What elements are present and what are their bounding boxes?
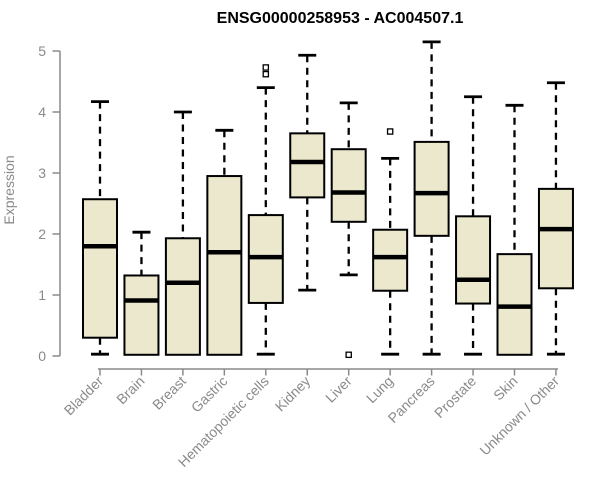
- y-tick-label: 2: [38, 226, 46, 242]
- iqr-box: [372, 228, 409, 292]
- chart-title: ENSG00000258953 - AC004507.1: [217, 10, 464, 27]
- outlier-point: [386, 128, 394, 135]
- box-gastric: [206, 128, 243, 356]
- outlier-point: [262, 64, 270, 71]
- box-breast: [164, 110, 201, 356]
- y-axis-label: Expression: [1, 155, 17, 224]
- x-tick-label: Skin: [490, 373, 521, 404]
- iqr-box: [455, 215, 492, 305]
- box-bladder: [82, 100, 118, 356]
- outlier-point: [345, 351, 352, 359]
- x-tick-label: Liver: [322, 373, 355, 406]
- box-prostate: [455, 95, 492, 356]
- iqr-box: [82, 198, 118, 339]
- y-tick-label: 3: [38, 165, 46, 181]
- iqr-box: [330, 148, 367, 223]
- iqr-box: [123, 274, 160, 356]
- iqr-box: [289, 132, 326, 199]
- box-liver: [330, 101, 367, 359]
- box-brain: [123, 230, 160, 356]
- iqr-box: [537, 187, 574, 290]
- box-skin: [496, 103, 533, 356]
- x-tick-label: Breast: [149, 373, 189, 413]
- outlier-point: [262, 70, 270, 78]
- x-tick-label: Unknown / Other: [476, 373, 562, 459]
- box-unknown-other: [537, 81, 574, 356]
- x-tick-label: Prostate: [431, 373, 479, 421]
- x-tick-label: Kidney: [272, 373, 314, 415]
- y-tick-label: 1: [38, 287, 46, 303]
- iqr-box: [206, 175, 243, 356]
- box-lung: [372, 128, 409, 356]
- y-tick-label: 0: [38, 348, 46, 364]
- box-hematopoietic-cells: [247, 64, 284, 356]
- box-kidney: [289, 53, 326, 292]
- box-pancreas: [413, 40, 450, 356]
- y-tick-label: 4: [38, 104, 46, 120]
- iqr-box: [164, 237, 201, 356]
- iqr-box: [413, 140, 450, 237]
- x-tick-label: Bladder: [61, 373, 107, 419]
- y-tick-label: 5: [38, 43, 46, 59]
- x-tick-label: Lung: [363, 373, 396, 406]
- x-tick-label: Brain: [113, 373, 147, 407]
